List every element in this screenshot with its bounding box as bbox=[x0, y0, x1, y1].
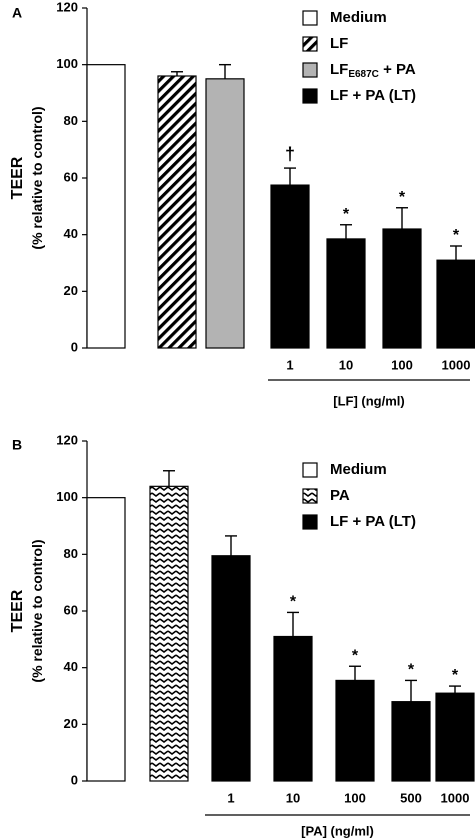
y-axis-subtitle: (% relative to control) bbox=[29, 539, 45, 682]
legend-label: Medium bbox=[330, 9, 387, 26]
significance-mark: * bbox=[343, 206, 350, 223]
x-tick-label: 100 bbox=[344, 790, 366, 805]
bar bbox=[335, 679, 375, 782]
x-tick-label: 1 bbox=[227, 790, 234, 805]
bar bbox=[382, 228, 422, 349]
y-tick-label: 20 bbox=[64, 283, 78, 298]
significance-mark: * bbox=[452, 667, 459, 684]
panel-label: B bbox=[12, 437, 22, 453]
legend-label: LF + PA (LT) bbox=[330, 87, 416, 104]
x-tick-label: 10 bbox=[286, 790, 300, 805]
panel-B: B TEER (% relative to control) 0 20 40 60 80 100… bbox=[9, 432, 475, 838]
y-axis-title: TEER bbox=[9, 589, 26, 632]
y-tick-label: 60 bbox=[64, 169, 78, 184]
legend-label: LF + PA (LT) bbox=[330, 513, 416, 530]
y-axis-subtitle: (% relative to control) bbox=[29, 106, 45, 249]
y-tick-label: 60 bbox=[64, 602, 78, 617]
x-tick-label: 10 bbox=[339, 357, 353, 372]
bar bbox=[211, 555, 251, 782]
legend-swatch bbox=[302, 88, 318, 104]
legend-swatch bbox=[302, 62, 318, 78]
x-tick-label: 1000 bbox=[441, 790, 470, 805]
y-tick-label: 20 bbox=[64, 716, 78, 731]
x-tick-label: 1 bbox=[286, 357, 293, 372]
y-tick-label: 80 bbox=[64, 113, 78, 128]
y-tick-label: 0 bbox=[71, 772, 78, 787]
significance-mark: † bbox=[285, 144, 295, 164]
y-tick-label: 120 bbox=[56, 432, 78, 447]
x-tick-label: 500 bbox=[400, 790, 422, 805]
significance-mark: * bbox=[408, 661, 415, 678]
bar bbox=[270, 184, 310, 349]
y-tick-label: 40 bbox=[64, 659, 78, 674]
bar bbox=[273, 635, 313, 782]
bar bbox=[435, 692, 475, 782]
legend: Medium PA LF + PA (LT) bbox=[302, 461, 416, 530]
bar bbox=[205, 78, 245, 349]
bar bbox=[436, 259, 475, 349]
bar bbox=[391, 701, 431, 782]
legend-label: LF bbox=[330, 35, 348, 52]
significance-mark: * bbox=[290, 593, 297, 610]
legend-label: PA bbox=[330, 487, 350, 504]
y-tick-label: 80 bbox=[64, 546, 78, 561]
significance-mark: * bbox=[399, 189, 406, 206]
bar bbox=[149, 485, 189, 782]
y-tick-label: 40 bbox=[64, 226, 78, 241]
legend-swatch bbox=[302, 514, 318, 530]
bar bbox=[326, 238, 366, 349]
legend-swatch bbox=[302, 462, 318, 478]
legend-swatch bbox=[302, 488, 318, 504]
significance-mark: * bbox=[453, 227, 460, 244]
legend-label: Medium bbox=[330, 461, 387, 478]
y-axis-title: TEER bbox=[9, 156, 26, 199]
y-tick-label: 100 bbox=[56, 56, 78, 71]
bar bbox=[86, 497, 126, 782]
significance-mark: * bbox=[352, 647, 359, 664]
legend-swatch bbox=[302, 36, 318, 52]
panel-A: A TEER (% relative to control) 0 20 40 60 80 100… bbox=[9, 0, 475, 408]
y-tick-label: 100 bbox=[56, 489, 78, 504]
y-tick-label: 120 bbox=[56, 0, 78, 14]
bar bbox=[157, 75, 197, 349]
legend: Medium LF LFE687C + PA LF + PA (LT) bbox=[302, 9, 416, 104]
x-axis-label: [LF] (ng/ml) bbox=[333, 393, 404, 408]
legend-swatch bbox=[302, 10, 318, 26]
x-tick-label: 100 bbox=[391, 357, 413, 372]
bar bbox=[86, 64, 126, 349]
panel-label: A bbox=[12, 5, 22, 21]
x-tick-label: 1000 bbox=[442, 357, 471, 372]
legend-label: LFE687C + PA bbox=[330, 61, 416, 80]
x-axis-label: [PA] (ng/ml) bbox=[301, 823, 374, 838]
y-tick-label: 0 bbox=[71, 339, 78, 354]
